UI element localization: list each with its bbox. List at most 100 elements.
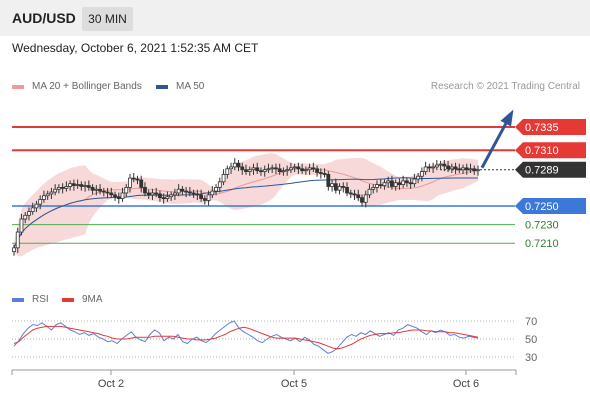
candle-body xyxy=(158,193,162,199)
candle-body xyxy=(277,168,282,172)
candle-body xyxy=(476,169,480,172)
candle-body xyxy=(270,167,275,170)
candle-body xyxy=(143,186,147,194)
candle-body xyxy=(352,193,357,196)
level-tag-resistance xyxy=(515,142,586,159)
ma20-line xyxy=(13,168,479,249)
candle-body xyxy=(154,192,159,195)
candle-body xyxy=(431,166,435,169)
candle-body xyxy=(165,196,170,199)
candle-body xyxy=(318,172,323,174)
candle-body xyxy=(146,192,151,196)
candle-body xyxy=(221,173,226,183)
candle-body xyxy=(109,192,114,196)
candle-body xyxy=(419,171,424,177)
candle-body xyxy=(405,180,409,184)
candle-body xyxy=(128,177,132,188)
legend-bollinger-label: MA 20 + Bollinger Bands xyxy=(32,81,142,92)
candle-body xyxy=(98,188,102,192)
candle-body xyxy=(412,178,417,185)
candle-body xyxy=(289,167,293,171)
candle-body xyxy=(401,180,406,186)
candle-body xyxy=(30,207,35,212)
candle-body xyxy=(131,177,136,180)
legend-rsi-label: RSI xyxy=(32,294,49,305)
currency-pair-title: AUD/USD xyxy=(12,10,76,26)
candle-body xyxy=(307,167,312,171)
level-label: 0.7310 xyxy=(525,145,559,157)
forecast-arrowhead-icon xyxy=(500,109,514,127)
candle-body xyxy=(210,190,215,196)
ma9-swatch-icon xyxy=(62,298,74,302)
candle-body xyxy=(393,182,398,187)
candle-body xyxy=(83,185,87,187)
candle-body xyxy=(356,194,361,199)
timeframe-badge[interactable]: 30 MIN xyxy=(82,7,133,31)
candle-body xyxy=(434,164,439,168)
candle-body xyxy=(416,175,421,180)
bollinger-swatch-icon xyxy=(12,85,24,89)
candle-body xyxy=(300,168,305,172)
candle-body xyxy=(232,162,237,168)
candle-body xyxy=(53,188,58,193)
candle-body xyxy=(105,191,110,194)
candle-body xyxy=(397,182,402,186)
research-credit: Research © 2021 Trading Central xyxy=(430,81,580,92)
candle-body xyxy=(79,184,84,187)
candle-body xyxy=(187,191,192,194)
candle-body xyxy=(169,194,174,198)
level-label: 0.7335 xyxy=(525,122,559,134)
candle-body xyxy=(408,182,413,185)
candle-body xyxy=(195,193,200,196)
rsi-ma-line xyxy=(13,325,479,350)
candle-body xyxy=(71,183,76,186)
candle-body xyxy=(15,231,20,249)
candle-body xyxy=(423,166,428,172)
candle-body xyxy=(34,203,39,209)
candle-body xyxy=(124,186,129,194)
candle-body xyxy=(184,190,189,193)
header-bar: AUD/USD 30 MIN xyxy=(0,0,590,36)
candle-body xyxy=(337,186,342,191)
candle-body xyxy=(42,195,46,200)
candle-body xyxy=(191,192,196,195)
candle-body xyxy=(120,192,125,199)
candle-body xyxy=(12,247,16,252)
candle-body xyxy=(330,183,334,187)
candle-body xyxy=(45,193,50,197)
candle-body xyxy=(442,163,447,167)
candle-body xyxy=(180,188,185,192)
candle-body xyxy=(363,194,368,203)
level-tag-resistance xyxy=(515,118,586,135)
candle-body xyxy=(225,168,230,175)
candle-body xyxy=(173,192,177,196)
x-tick-label: Oct 5 xyxy=(281,378,307,390)
candle-body xyxy=(247,169,252,172)
candle-body xyxy=(255,167,260,172)
candle-body xyxy=(236,162,241,168)
candle-body xyxy=(113,194,117,198)
candle-body xyxy=(348,192,353,195)
candle-body xyxy=(468,168,473,171)
candle-body xyxy=(390,180,394,187)
x-tick-label: Oct 6 xyxy=(453,378,479,390)
rsi-line xyxy=(13,320,479,354)
candle-body xyxy=(75,184,80,187)
rsi-level-label: 70 xyxy=(525,316,537,328)
candle-body xyxy=(214,186,218,192)
candle-body xyxy=(229,166,233,170)
candle-body xyxy=(281,170,286,173)
candle-body xyxy=(333,183,338,191)
candle-body xyxy=(259,170,263,173)
candle-body xyxy=(176,188,181,194)
candle-body xyxy=(57,186,61,190)
candle-body xyxy=(292,166,297,169)
candle-body xyxy=(386,180,391,184)
candle-body xyxy=(161,197,166,200)
rsi-swatch-icon xyxy=(12,298,24,302)
candle-body xyxy=(464,167,469,171)
level-tag-current xyxy=(515,161,586,178)
candle-body xyxy=(240,166,245,171)
candle-body xyxy=(23,214,28,220)
